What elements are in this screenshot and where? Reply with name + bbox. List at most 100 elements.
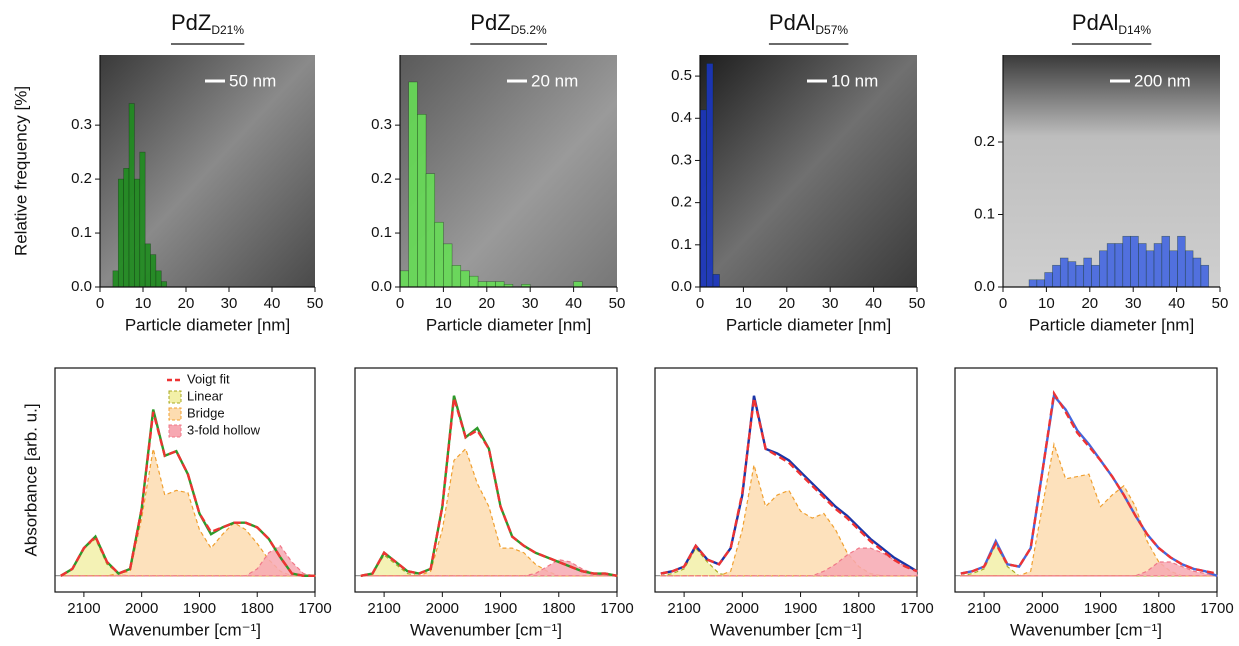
x-tick-label: 1700 [600, 600, 633, 617]
histogram-bar [495, 281, 505, 288]
histogram-bar [1044, 272, 1053, 288]
x-tick-label: 10 [735, 295, 752, 312]
x-axis-label: Particle diameter [nm] [726, 315, 891, 334]
legend-swatch [168, 424, 182, 438]
y-tick-label: 0.1 [974, 205, 995, 222]
fit-line [360, 397, 618, 578]
histogram-bar [150, 254, 157, 288]
x-tick-label: 40 [865, 295, 882, 312]
y-tick-label: 0.3 [71, 116, 92, 133]
histogram-bar [573, 281, 583, 288]
y-tick-label: 0.2 [71, 170, 92, 187]
histogram-bar [1075, 264, 1085, 288]
histogram-bar [160, 281, 167, 288]
legend-swatch [168, 390, 182, 404]
y-tick-label: 0.0 [71, 278, 92, 295]
x-tick-label: 0 [999, 295, 1007, 312]
histogram-bar [460, 270, 470, 288]
y-tick-label: 0.4 [671, 109, 692, 126]
x-tick-label: 10 [1038, 295, 1055, 312]
histogram-bar [1192, 257, 1202, 288]
histogram-bar [1083, 257, 1092, 288]
y-tick-label: 0.2 [371, 170, 392, 187]
histogram-bar [1161, 235, 1170, 288]
histogram-bar [1028, 279, 1038, 288]
x-tick-label: 20 [178, 295, 195, 312]
panel-title: PdZD5.2% [470, 10, 547, 37]
scale-bar-label: 10 nm [831, 71, 878, 90]
histogram-bar [134, 178, 141, 288]
x-tick-label: 20 [1081, 295, 1098, 312]
histogram-bar [1130, 235, 1139, 288]
title-subscript: D5.2% [511, 23, 547, 37]
histogram-bar [144, 243, 151, 288]
x-tick-label: 1900 [1084, 600, 1117, 617]
histogram-bar [706, 63, 714, 288]
title-subscript: D57% [815, 23, 848, 37]
x-tick-label: 50 [609, 295, 626, 312]
x-tick-label: 2000 [726, 600, 759, 617]
histogram-bar [1138, 243, 1147, 288]
x-tick-label: 30 [522, 295, 539, 312]
x-tick-label: 1900 [183, 600, 216, 617]
histogram-bar [117, 178, 124, 288]
x-axis-label: Wavenumber [cm⁻¹] [410, 620, 562, 639]
y-axis-label: Relative frequency [%] [11, 86, 30, 256]
x-tick-label: 2000 [426, 600, 459, 617]
component-area [60, 545, 316, 577]
histogram-bar [112, 270, 119, 288]
histogram-bar [1099, 250, 1108, 288]
histogram-bar [1091, 264, 1100, 288]
y-tick-label: 0.0 [371, 278, 392, 295]
x-axis-label: Particle diameter [nm] [426, 315, 591, 334]
x-axis-label: Particle diameter [nm] [1029, 315, 1194, 334]
scale-bar-label: 20 nm [531, 71, 578, 90]
panel-title: PdAlD14% [1072, 10, 1151, 37]
x-tick-label: 1700 [900, 600, 933, 617]
fit-line [60, 411, 315, 578]
legend-label: 3-fold hollow [187, 422, 261, 437]
x-tick-label: 2000 [125, 600, 158, 617]
y-tick-label: 0.0 [974, 278, 995, 295]
title-main: PdAl [1072, 10, 1118, 35]
title-main: PdZ [470, 10, 510, 35]
histogram-bar [712, 274, 720, 288]
title-subscript: D21% [211, 23, 244, 37]
histogram-bar [128, 103, 135, 288]
x-tick-label: 10 [435, 295, 452, 312]
x-tick-label: 1900 [484, 600, 517, 617]
y-tick-label: 0.2 [671, 194, 692, 211]
spectrum-line [960, 392, 1218, 577]
panel-title: PdZD21% [171, 10, 244, 37]
histogram-bar [1106, 243, 1116, 288]
x-tick-label: 0 [96, 295, 104, 312]
histogram-bar [1153, 243, 1163, 288]
histogram-bar [1114, 243, 1124, 288]
fit-line [660, 397, 918, 575]
x-tick-label: 1800 [241, 600, 274, 617]
x-tick-label: 40 [565, 295, 582, 312]
x-tick-label: 10 [135, 295, 152, 312]
x-tick-label: 50 [307, 295, 324, 312]
x-tick-label: 50 [909, 295, 926, 312]
legend-label: Bridge [187, 405, 225, 420]
title-main: PdZ [171, 10, 211, 35]
y-tick-label: 0.2 [974, 133, 995, 150]
histogram-bar [1059, 257, 1069, 288]
histogram-bar [399, 270, 409, 288]
histogram-bar [469, 275, 479, 288]
x-tick-label: 1700 [1200, 600, 1233, 617]
x-tick-label: 1900 [784, 600, 817, 617]
histogram-bar [417, 114, 427, 288]
fit-line [960, 390, 1218, 575]
micrograph [700, 55, 917, 287]
histogram-bar [123, 168, 130, 288]
scale-bar-label: 50 nm [229, 71, 276, 90]
x-tick-label: 30 [1125, 295, 1142, 312]
histogram-bar [155, 270, 162, 288]
y-tick-label: 0.0 [671, 278, 692, 295]
legend-label: Linear [187, 388, 224, 403]
histogram-bar [408, 81, 418, 288]
y-tick-label: 0.1 [71, 224, 92, 241]
